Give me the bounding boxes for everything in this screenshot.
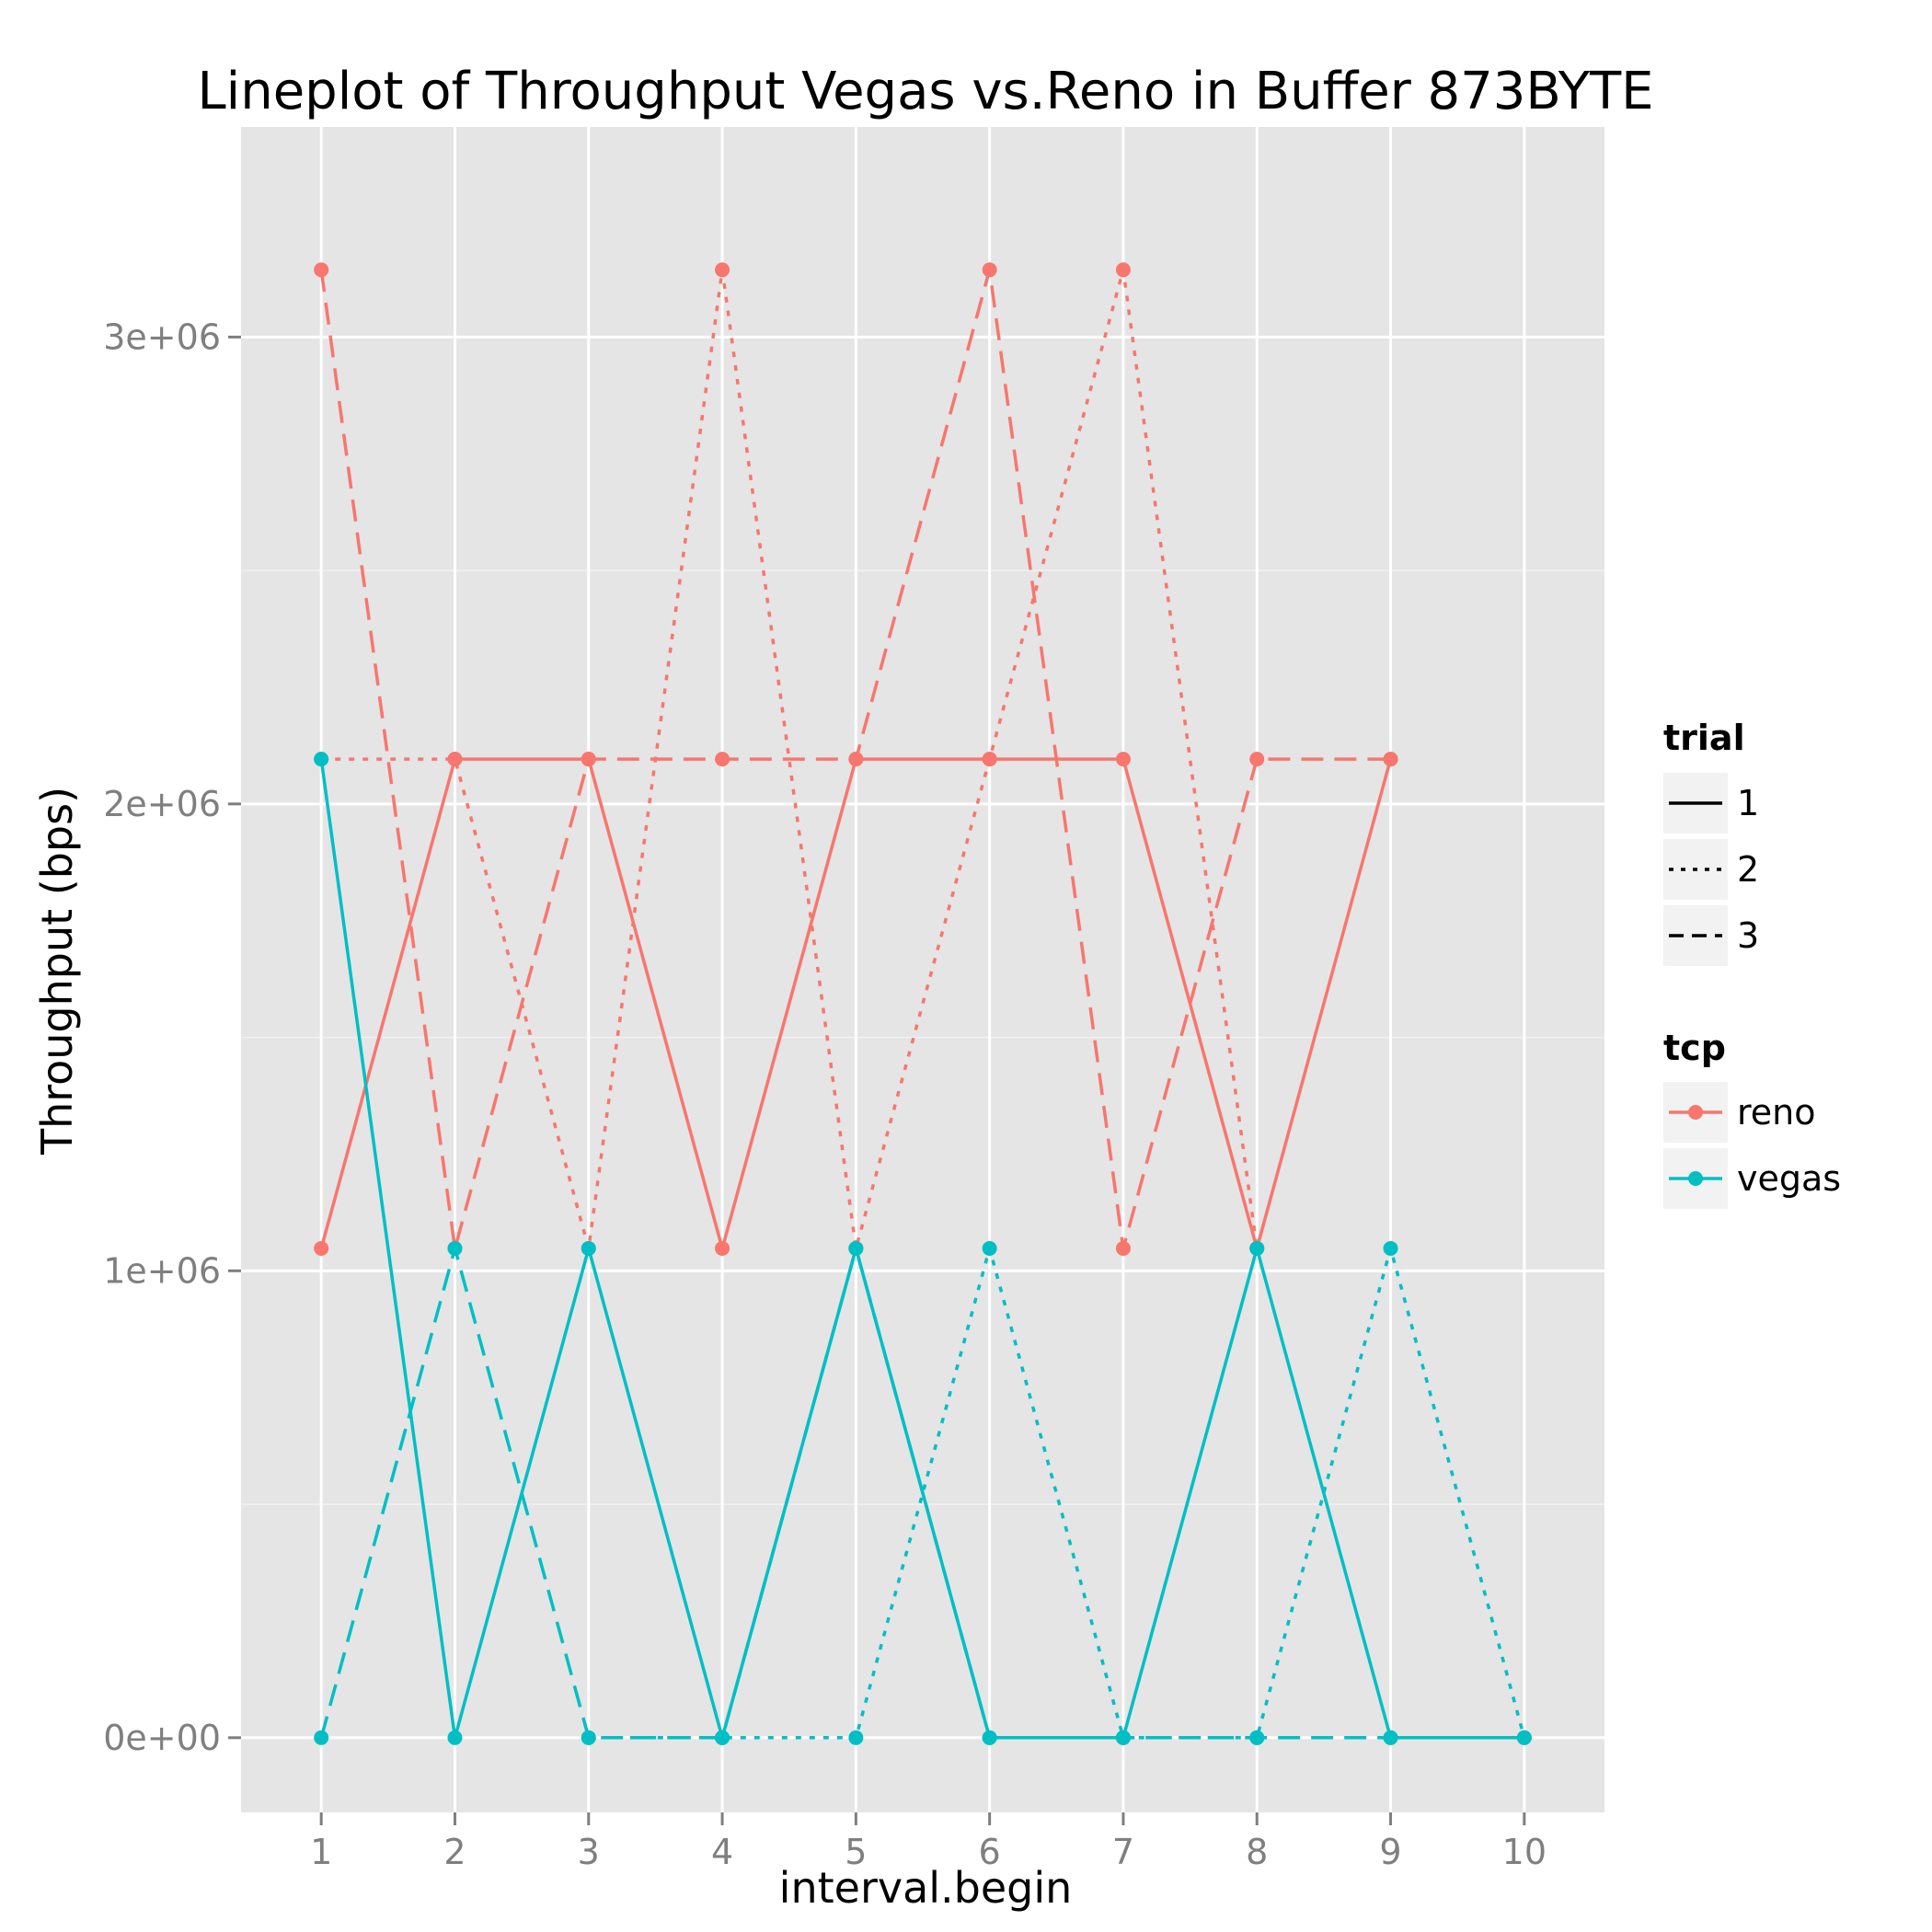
x-tick-label: 3 [578,1832,600,1872]
y-tick-label: 3e+06 [103,316,221,357]
data-point [1383,1730,1398,1745]
x-tick-label: 7 [1112,1832,1134,1872]
axes: 0e+00 1e+06 2e+06 3e+06 1 2 3 4 5 6 7 8 9 10 [103,316,1547,1872]
data-point [314,262,329,278]
data-point [314,752,329,767]
x-tick-label: 4 [711,1832,733,1872]
data-point [1115,752,1131,767]
x-tick-label: 9 [1379,1832,1401,1872]
data-point [447,1730,463,1745]
y-tick-label: 1e+06 [103,1250,221,1291]
data-point [715,1730,730,1745]
y-tick-label: 0e+00 [103,1718,221,1758]
legend-point-sample [1688,1171,1703,1186]
legend-item-trial-3: 3 [1663,905,1759,966]
data-point [1516,1730,1532,1745]
series-layer [314,262,1532,1745]
x-tick-label: 8 [1246,1832,1268,1872]
data-point [1115,1240,1131,1256]
series-line [588,1247,1526,1740]
data-point [1383,752,1398,767]
data-point [715,752,730,767]
data-point [581,752,596,767]
legend-label: 2 [1737,849,1759,890]
x-tick-label: 6 [979,1832,1001,1872]
data-point [314,1730,329,1745]
data-point [447,752,463,767]
chart-title: Lineplot of Throughput Vegas vs.Reno in … [197,62,1653,121]
data-point [1383,1240,1398,1256]
legend-item-trial-1: 1 [1663,773,1759,834]
data-point [715,262,730,278]
x-tick-label: 2 [443,1832,466,1872]
legend-item-tcp-reno: reno [1663,1082,1816,1143]
legend-item-trial-2: 2 [1663,839,1759,900]
plot-panel [241,127,1604,1812]
y-axis-title: Throughput (bps) [32,787,82,1156]
x-axis-title: interval.begin [779,1863,1073,1913]
x-tick-label: 1 [310,1832,332,1872]
x-tick-label: 10 [1502,1832,1547,1872]
data-point [848,1730,864,1745]
legend-title-trial: trial [1663,718,1745,758]
series-vegas-trial-3 [314,1240,1398,1745]
legend-point-sample [1688,1105,1703,1120]
data-point [982,262,997,278]
data-point [848,752,864,767]
data-point [581,1730,596,1745]
data-point [314,1240,329,1256]
legend-label: 1 [1737,783,1759,823]
data-point [982,752,997,767]
data-point [581,1240,596,1256]
data-point [715,1240,730,1256]
data-point [1249,1730,1265,1745]
legend-label: 3 [1737,915,1759,956]
data-point [447,1240,463,1256]
data-point [848,1240,864,1256]
data-point [1115,262,1131,278]
legend-title-tcp: tcp [1663,1028,1726,1068]
panel-background [241,127,1604,1812]
x-tick-label: 5 [845,1832,867,1872]
series-reno-trial-3 [314,262,1398,1256]
legend-item-tcp-vegas: vegas [1663,1148,1841,1209]
data-point [1249,1240,1265,1256]
data-point [982,1240,997,1256]
legend-label: vegas [1737,1158,1841,1199]
data-point [1249,752,1265,767]
data-point [982,1730,997,1745]
legend-label: reno [1737,1092,1816,1133]
y-tick-label: 2e+06 [103,784,221,824]
data-point [1115,1730,1131,1745]
series-line [319,1247,1391,1740]
